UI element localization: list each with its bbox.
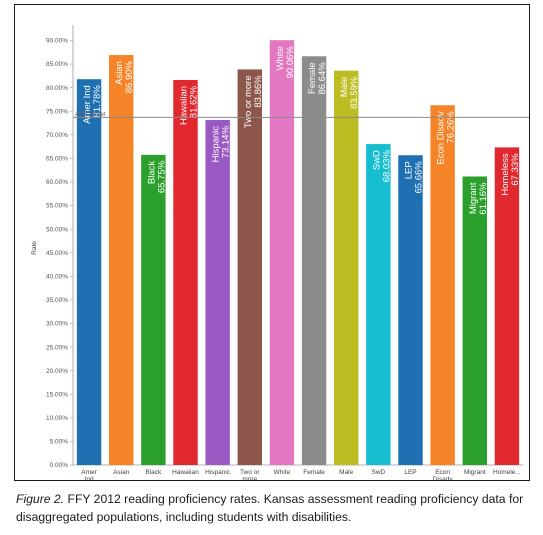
bar-data-label: SwD — [371, 150, 382, 170]
x-tick-label: more — [242, 476, 257, 480]
y-tick-label: 20.00% — [46, 368, 68, 375]
y-tick-label: 35.00% — [46, 297, 68, 304]
bar — [76, 79, 102, 466]
apr-target-label: APR Target — [75, 112, 106, 118]
bar — [109, 55, 134, 466]
x-tick-label: Female — [303, 469, 325, 476]
y-tick-label: 40.00% — [46, 274, 68, 281]
y-tick-label: 30.00% — [46, 321, 68, 328]
bar-data-label: 86.90% — [124, 61, 135, 94]
bar — [430, 105, 455, 465]
bar — [494, 147, 520, 465]
y-tick-label: 70.00% — [46, 132, 68, 139]
bar-data-label: Black — [146, 161, 157, 184]
bar-data-label: 81.62% — [189, 85, 200, 118]
y-tick-label: 25.00% — [46, 344, 68, 351]
y-tick-label: 85.00% — [46, 61, 68, 68]
bar-data-label: Econ Disadv — [436, 111, 447, 165]
x-tick-label: Migrant — [464, 469, 486, 476]
bar — [462, 176, 487, 465]
bar-data-label: LEP — [404, 161, 415, 179]
y-tick-label: 80.00% — [46, 85, 68, 92]
x-tick-label: Ind — [85, 476, 94, 480]
bar-data-label: 73.14% — [221, 125, 232, 158]
bar — [334, 70, 359, 465]
bar-data-label: White — [275, 46, 286, 70]
x-tick-label: Two or — [240, 469, 260, 476]
bar-data-label: Migrant — [468, 182, 479, 214]
bar-data-label: 83.86% — [253, 75, 264, 108]
bar — [301, 56, 327, 465]
bar — [366, 144, 391, 465]
caption-figure-label: Figure 2. — [16, 492, 65, 506]
bar-data-label: Female — [307, 62, 318, 94]
bar-data-label: 86.64% — [317, 62, 328, 95]
bar — [398, 155, 423, 465]
x-tick-label: LEP — [404, 469, 416, 476]
bar-data-label: Two or more — [243, 75, 254, 128]
y-tick-label: 50.00% — [46, 226, 68, 233]
bar-data-label: Hispanic — [211, 126, 222, 163]
x-tick-label: Econ — [435, 469, 450, 476]
y-tick-label: 10.00% — [46, 415, 68, 422]
x-tick-label: Asian — [113, 469, 130, 476]
x-tick-label: Male — [339, 469, 353, 476]
x-tick-label: Black — [145, 469, 162, 476]
bar-data-label: 83.59% — [349, 76, 360, 109]
x-tick-label: SwD — [371, 469, 385, 476]
y-tick-label: 90.00% — [46, 38, 68, 45]
bar — [141, 154, 166, 465]
bar-data-label: Amer Ind — [82, 85, 93, 124]
figure-caption: Figure 2. FFY 2012 reading proficiency r… — [16, 490, 536, 526]
x-tick-label: Amer — [81, 469, 97, 476]
bar-data-label: 68.03% — [381, 150, 392, 183]
chart-frame: 0.00% 5.00% 10.00% 15.00% 20.00% 25.00% 30.00%… — [14, 4, 530, 481]
bar-data-label: 65.75% — [156, 160, 167, 193]
bar-data-label: 81.78% — [92, 85, 103, 118]
bar-data-label: Hawaiian — [179, 86, 190, 125]
bar-data-label: 90.06% — [285, 46, 296, 79]
bar-data-label: Asian — [114, 61, 125, 85]
bar — [269, 40, 295, 466]
bar-data-label: 65.66% — [414, 161, 425, 194]
bar — [173, 79, 198, 465]
x-tick-label: White — [274, 469, 291, 476]
y-tick-label: 5.00% — [50, 439, 69, 446]
x-tick-label: Hispanic — [205, 469, 231, 476]
bar-data-label: Male — [339, 77, 350, 98]
y-tick-label: 55.00% — [46, 203, 68, 210]
bar-chart: 0.00% 5.00% 10.00% 15.00% 20.00% 25.00% 30.00%… — [31, 25, 529, 480]
y-tick-label: 60.00% — [46, 179, 68, 186]
y-tick-label: 45.00% — [46, 250, 68, 257]
bar — [237, 69, 262, 465]
y-tick-label: 65.00% — [46, 156, 68, 163]
y-tick-label: 75.00% — [46, 108, 68, 115]
bar-data-label: 76.26% — [446, 111, 457, 144]
x-tick-label: Disadv — [433, 476, 454, 480]
caption-text: FFY 2012 reading proficiency rates. Kans… — [16, 492, 524, 524]
y-tick-label: 15.00% — [46, 391, 68, 398]
y-tick-label: 0.00% — [50, 462, 69, 469]
y-axis-title: Rate — [31, 241, 38, 255]
bar — [205, 119, 230, 465]
bar-data-label: Homeless — [500, 153, 511, 195]
x-tick-label: Hawaiian — [172, 469, 199, 476]
bar-data-label: 61.16% — [478, 182, 489, 215]
bar-data-label: 67.33% — [510, 153, 521, 186]
x-tick-label: Homele... — [493, 469, 521, 476]
